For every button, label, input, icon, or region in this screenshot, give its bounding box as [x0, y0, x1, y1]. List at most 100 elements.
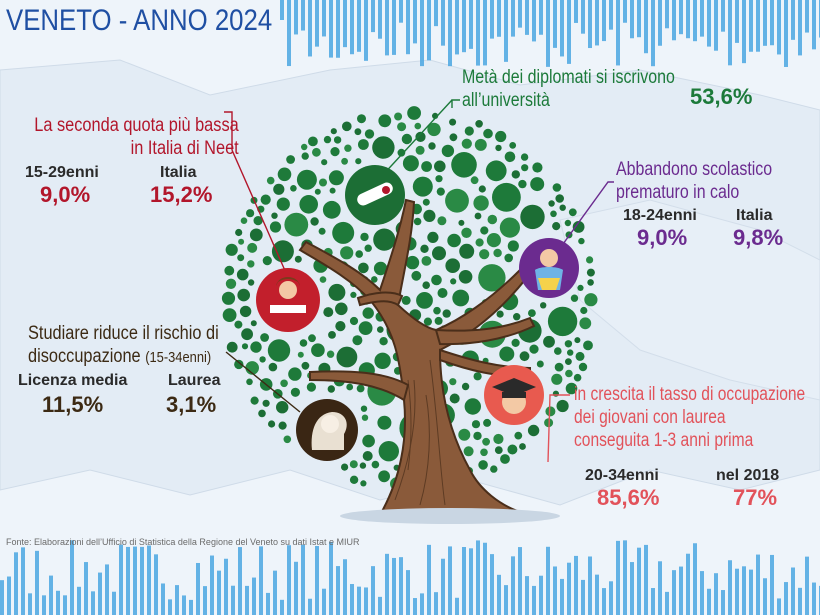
foliage-dot: [329, 187, 336, 194]
dropout-line-2: prematuro in calo: [616, 182, 740, 203]
foliage-dot: [528, 309, 536, 317]
diploma-icon: [345, 165, 405, 225]
decor-bar: [630, 562, 634, 615]
decor-bar: [119, 544, 123, 615]
decor-bar: [280, 0, 284, 21]
decor-bar: [308, 598, 312, 615]
foliage-dot: [565, 358, 572, 365]
decor-bar: [399, 0, 403, 23]
foliage-dot: [450, 278, 457, 285]
decor-bar: [756, 0, 760, 52]
decor-bar: [133, 546, 137, 615]
foliage-dot: [271, 240, 294, 263]
foliage-dot: [377, 326, 384, 333]
foliage-dot: [308, 136, 318, 147]
decor-bar: [595, 0, 599, 46]
foliage-dot: [451, 152, 477, 178]
foliage-dot: [221, 291, 236, 305]
foliage-dot: [273, 183, 285, 195]
decor-bar: [574, 0, 578, 23]
foliage-dot: [559, 204, 566, 211]
foliage-dot: [319, 276, 327, 283]
foliage-dot: [416, 292, 433, 309]
foliage-dot: [473, 372, 482, 381]
foliage-dot: [458, 219, 465, 226]
decor-bar: [105, 564, 109, 615]
foliage-dot: [568, 208, 577, 217]
foliage-dot: [536, 360, 544, 368]
foliage-dot: [283, 435, 292, 444]
dropout-label: Abbandono scolastico prematuro in calo: [616, 158, 772, 204]
decor-bar: [196, 562, 200, 615]
decor-bar: [665, 591, 669, 615]
decor-bar: [0, 580, 4, 615]
foliage-dot: [357, 114, 366, 124]
foliage-dot: [321, 159, 328, 166]
foliage-dot: [452, 289, 470, 307]
foliage-dot: [250, 320, 257, 327]
foliage-dot: [586, 268, 595, 277]
decor-bar: [504, 585, 508, 615]
decor-bar: [126, 546, 130, 615]
neet-line-1: La seconda quota più bassa: [34, 115, 239, 136]
decor-bar: [602, 588, 606, 615]
foliage-dot: [260, 333, 269, 342]
foliage-dot: [262, 256, 272, 266]
foliage-dot: [310, 217, 319, 226]
foliage-dot: [246, 209, 255, 218]
ground-shadow: [340, 508, 560, 524]
decor-bar: [182, 595, 186, 615]
foliage-dot: [550, 210, 557, 218]
foliage-dot: [414, 122, 422, 130]
foliage-dot: [464, 126, 474, 136]
decor-bar: [462, 547, 466, 615]
decor-bar: [336, 0, 340, 58]
unemployment-age-range: (15-34enni): [145, 349, 212, 366]
decor-bar: [322, 0, 326, 37]
decor-bar: [805, 0, 809, 33]
foliage-dot: [253, 216, 263, 226]
foliage-dot: [356, 384, 365, 393]
foliage-dot: [224, 265, 235, 276]
foliage-dot: [555, 194, 564, 203]
foliage-dot: [447, 233, 461, 248]
decor-bar: [364, 587, 368, 615]
foliage-dot: [262, 399, 270, 407]
foliage-dot: [328, 331, 336, 339]
tree-trunk: [298, 198, 536, 517]
foliage-dot: [480, 226, 489, 235]
foliage-dot: [288, 367, 302, 381]
foliage-dot: [474, 212, 482, 220]
foliage-dot: [306, 382, 316, 392]
foliage-dot: [267, 339, 291, 362]
foliage-dot: [470, 176, 479, 185]
foliage-dot: [379, 337, 388, 346]
foliage-dot: [335, 321, 346, 332]
decor-bar: [420, 593, 424, 615]
foliage-dot: [478, 264, 506, 292]
foliage-dot: [554, 362, 564, 372]
foliage-dot: [507, 444, 518, 455]
decor-bar: [574, 555, 578, 615]
foliage-dot: [415, 145, 425, 155]
foliage-dot: [433, 306, 441, 315]
decor-bar: [56, 590, 60, 615]
decor-bar: [350, 0, 354, 55]
decor-bar: [406, 570, 410, 615]
foliage-dot: [435, 175, 443, 183]
foliage-dot: [499, 346, 515, 362]
decor-bar: [553, 566, 557, 615]
foliage-dot: [464, 398, 481, 415]
decor-bar: [84, 562, 88, 615]
university-value: 53,6%: [690, 84, 753, 109]
decor-bar: [42, 595, 46, 615]
foliage-dot: [364, 244, 372, 252]
foliage-dot: [237, 288, 250, 302]
decor-bar: [546, 0, 550, 67]
decor-bar: [357, 0, 361, 52]
foliage-dot: [482, 437, 490, 446]
decor-bar: [308, 0, 312, 57]
decor-bar: [455, 597, 459, 615]
foliage-dot: [297, 351, 304, 358]
